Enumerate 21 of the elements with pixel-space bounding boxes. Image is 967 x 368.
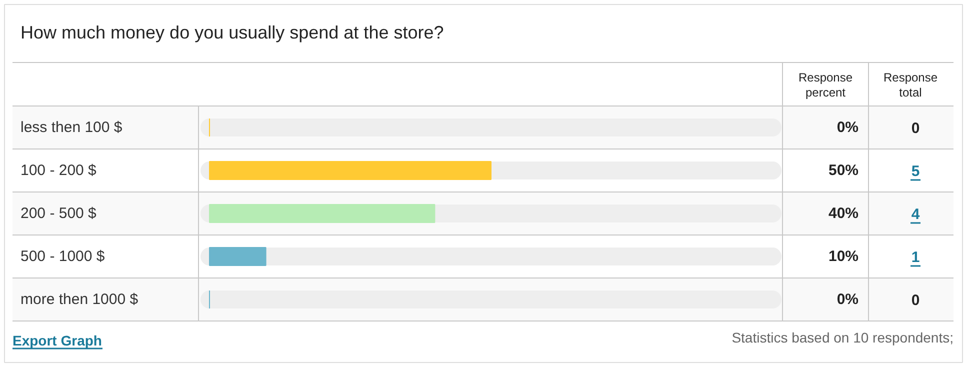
text: 1	[911, 249, 920, 266]
chart-title: How much money do you usually spend at the store?	[20, 22, 444, 42]
text: Export Graph	[12, 332, 102, 348]
text: 0	[911, 292, 920, 309]
y-tick-label: less then 100 $	[20, 119, 123, 136]
text: 5	[911, 163, 920, 180]
bar	[209, 247, 266, 266]
y-tick-label: 100 - 200 $	[20, 162, 98, 179]
data-label: 50%	[828, 162, 859, 179]
y-tick-label: 200 - 500 $	[20, 205, 98, 222]
y-tick-label: more then 1000 $	[20, 291, 139, 308]
y-tick-label: 500 - 1000 $	[20, 248, 106, 265]
text: 0	[911, 120, 920, 137]
text: Response total	[883, 70, 938, 100]
data-label: 0%	[836, 291, 859, 308]
text: 4	[911, 206, 920, 223]
text: Statistics based on 10 respondents;	[732, 330, 954, 346]
data-label: 10%	[828, 248, 859, 265]
text: Response percent	[798, 70, 853, 100]
data-label: 40%	[828, 205, 859, 222]
data-label: 0%	[836, 119, 859, 136]
